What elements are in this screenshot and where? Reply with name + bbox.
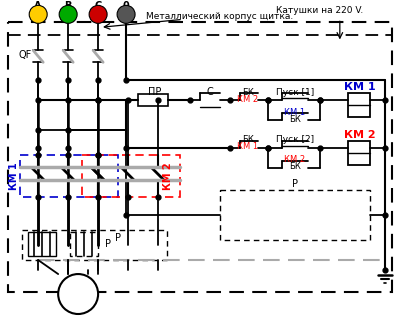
Text: C: C (94, 1, 102, 11)
Text: Р: Р (105, 239, 111, 249)
Bar (348, 93, 370, 117)
Bar (220, 190, 370, 240)
Bar (138, 94, 168, 106)
Text: С: С (207, 87, 213, 97)
Bar (8, 22, 392, 292)
Text: КМ 1: КМ 1 (284, 108, 306, 117)
Bar (70, 232, 98, 256)
Text: БК: БК (242, 135, 254, 144)
Bar (20, 155, 118, 197)
Text: БК: БК (242, 88, 254, 97)
Text: Пуск [2]: Пуск [2] (276, 135, 314, 144)
Text: Пуск [1]: Пуск [1] (276, 88, 314, 97)
Text: КМ 2: КМ 2 (344, 130, 376, 140)
Bar (28, 232, 56, 256)
Text: КМ 1: КМ 1 (344, 82, 376, 92)
Text: 0: 0 (123, 1, 130, 11)
Circle shape (59, 5, 77, 23)
Text: Р: Р (292, 179, 298, 189)
Text: QF: QF (18, 50, 32, 60)
Text: КМ 1: КМ 1 (9, 162, 19, 190)
Text: М: М (71, 287, 85, 301)
Circle shape (117, 5, 135, 23)
Circle shape (89, 5, 107, 23)
Text: КМ 2: КМ 2 (163, 162, 173, 190)
Circle shape (58, 274, 98, 314)
Text: Р: Р (115, 233, 121, 243)
Text: КМ 1: КМ 1 (237, 142, 258, 151)
Text: A: A (34, 1, 42, 11)
Bar (348, 141, 370, 165)
Text: Металлический корпус щитка.: Металлический корпус щитка. (146, 12, 294, 21)
Text: БК: БК (289, 162, 301, 171)
Text: КМ 2: КМ 2 (284, 155, 306, 164)
Bar (82, 155, 180, 197)
Text: Катушки на 220 V.: Катушки на 220 V. (276, 6, 364, 15)
Text: БК: БК (289, 115, 301, 124)
Text: B: B (64, 1, 72, 11)
Text: ПР: ПР (148, 87, 162, 97)
Bar (22, 230, 167, 260)
Circle shape (29, 5, 47, 23)
Text: КМ 2: КМ 2 (237, 95, 258, 104)
